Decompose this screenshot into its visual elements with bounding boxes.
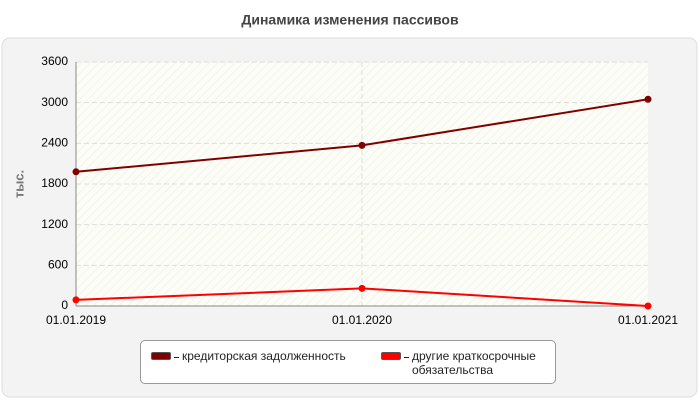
point <box>644 95 652 103</box>
chart-title: Динамика изменения пассивов <box>241 12 459 28</box>
point <box>72 168 80 176</box>
legend-item[interactable]: другие краткосрочные обязательства <box>381 349 572 377</box>
point <box>644 302 652 310</box>
x-tick-label: 01.01.2020 <box>332 313 392 327</box>
legend-label: другие краткосрочные обязательства <box>412 349 536 377</box>
y-tick-label: 3600 <box>41 54 68 68</box>
legend-label: кредиторская задолженность <box>182 349 346 363</box>
y-tick-label: 1200 <box>41 217 68 231</box>
point <box>358 284 366 292</box>
y-tick-label: 0 <box>61 298 68 312</box>
legend-dash <box>404 357 409 358</box>
legend-swatch <box>151 352 171 360</box>
x-tick-label: 01.01.2019 <box>46 313 106 327</box>
y-tick-label: 600 <box>48 258 68 272</box>
legend-dash <box>174 357 179 358</box>
point <box>72 296 80 304</box>
y-axis-label: тыс. <box>11 170 26 198</box>
y-tick-label: 1800 <box>41 176 68 190</box>
legend-swatch <box>381 352 401 360</box>
y-tick-label: 2400 <box>41 136 68 150</box>
legend: кредиторская задолженность другие краткос… <box>140 340 556 384</box>
point <box>358 141 366 149</box>
legend-item[interactable]: кредиторская задолженность <box>151 349 372 363</box>
x-tick-label: 01.01.2021 <box>618 313 678 327</box>
y-tick-label: 3000 <box>41 95 68 109</box>
